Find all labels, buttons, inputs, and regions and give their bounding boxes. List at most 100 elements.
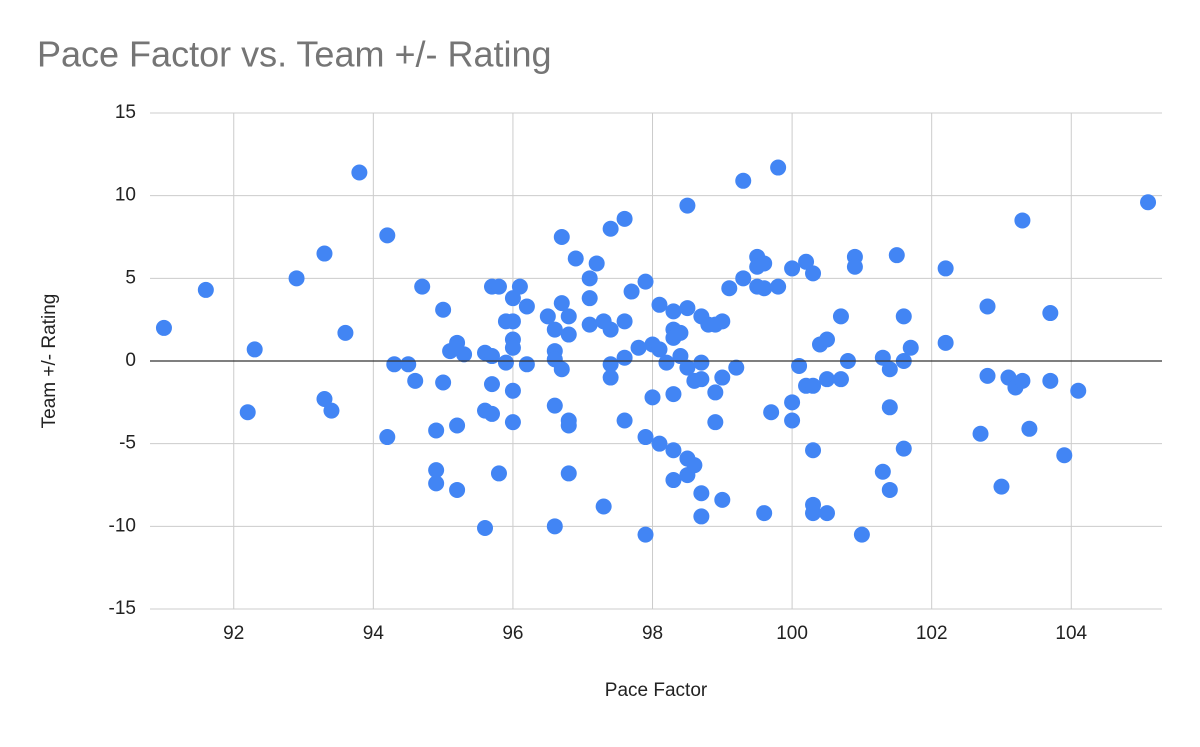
point <box>518 356 535 373</box>
point <box>874 349 891 366</box>
point <box>490 465 507 482</box>
point <box>602 220 619 237</box>
y-tick-label: 0 <box>125 350 136 371</box>
point <box>560 465 577 482</box>
point <box>581 290 598 307</box>
y-tick-label: -10 <box>109 515 136 536</box>
point <box>770 159 787 176</box>
point <box>428 462 445 479</box>
point <box>456 346 473 363</box>
point <box>874 463 891 480</box>
point <box>679 359 696 376</box>
point <box>511 278 528 295</box>
point <box>791 357 808 374</box>
point <box>735 270 752 287</box>
point <box>546 518 563 535</box>
point <box>602 356 619 373</box>
point <box>784 412 801 429</box>
point <box>595 498 612 515</box>
point <box>560 417 577 434</box>
point <box>504 290 521 307</box>
y-tick-label: 10 <box>115 185 136 206</box>
x-tick-label: 104 <box>1055 623 1087 644</box>
point <box>616 313 633 330</box>
point <box>937 334 954 351</box>
x-tick-label: 102 <box>916 623 948 644</box>
point <box>637 526 654 543</box>
point <box>728 359 745 376</box>
point <box>895 440 912 457</box>
point <box>1056 447 1073 464</box>
point <box>846 258 863 275</box>
point <box>435 301 452 318</box>
point <box>379 429 396 446</box>
point <box>693 371 710 388</box>
point <box>1014 372 1031 389</box>
point <box>1042 305 1059 322</box>
point <box>818 331 835 348</box>
point <box>651 341 668 358</box>
y-axis-title: Team +/- Rating <box>39 294 60 429</box>
point <box>756 280 773 297</box>
point <box>1070 382 1087 399</box>
point <box>665 386 682 403</box>
point <box>979 298 996 315</box>
point <box>881 361 898 378</box>
point <box>805 265 822 282</box>
point <box>490 278 507 295</box>
point <box>504 313 521 330</box>
point <box>1042 372 1059 389</box>
x-tick-label: 92 <box>223 623 244 644</box>
chart-title: Pace Factor vs. Team +/- Rating <box>37 34 552 75</box>
point <box>155 319 172 336</box>
point <box>637 273 654 290</box>
point <box>483 376 500 393</box>
point <box>881 399 898 416</box>
point <box>805 377 822 394</box>
point <box>832 371 849 388</box>
point <box>798 253 815 270</box>
point <box>714 369 731 386</box>
point <box>316 245 333 262</box>
point <box>693 485 710 502</box>
point <box>881 481 898 498</box>
x-tick-label: 94 <box>363 623 385 644</box>
point <box>888 247 905 264</box>
point <box>770 278 787 295</box>
point <box>518 298 535 315</box>
point <box>644 389 661 406</box>
point <box>651 296 668 313</box>
point <box>735 172 752 189</box>
point <box>379 227 396 244</box>
point <box>818 371 835 388</box>
point <box>993 478 1010 495</box>
point <box>351 164 368 181</box>
point <box>553 229 570 245</box>
point <box>602 321 619 338</box>
point <box>588 255 605 272</box>
point <box>721 280 738 297</box>
point <box>428 422 445 439</box>
point <box>979 367 996 384</box>
point <box>546 321 563 338</box>
point <box>972 425 989 442</box>
point <box>937 260 954 277</box>
point <box>665 472 682 489</box>
point <box>197 281 214 298</box>
point <box>560 308 577 325</box>
point <box>483 348 500 365</box>
point <box>658 354 675 371</box>
point <box>902 339 919 356</box>
point <box>853 526 870 543</box>
point <box>449 334 466 351</box>
point <box>504 339 521 356</box>
point <box>763 404 780 421</box>
point <box>616 412 633 429</box>
point <box>386 356 403 373</box>
point <box>553 295 570 312</box>
point <box>483 405 500 422</box>
point <box>323 402 340 419</box>
point <box>832 308 849 325</box>
point <box>623 283 640 300</box>
point <box>630 339 647 356</box>
